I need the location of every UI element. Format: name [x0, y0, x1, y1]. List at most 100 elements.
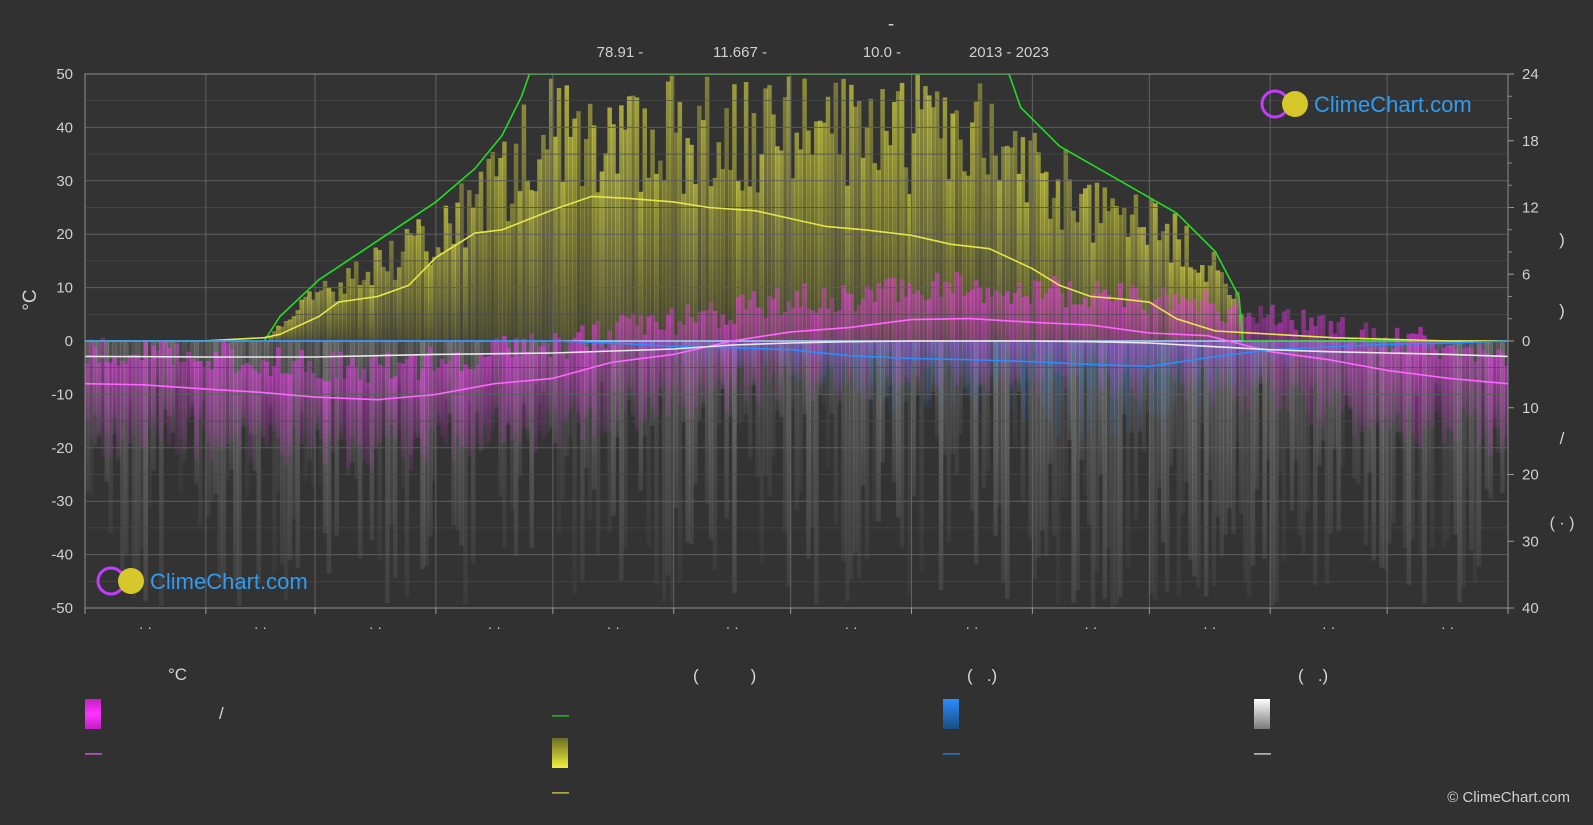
sunshine-bar — [303, 296, 308, 341]
snow-bar — [1161, 341, 1166, 543]
temp-range-bar — [837, 310, 842, 402]
temp-mean-line — [85, 317, 1508, 401]
temp-range-bar — [498, 341, 503, 444]
snow-bar — [1328, 341, 1334, 534]
temp-range-bar — [342, 378, 347, 441]
snow-bar — [295, 341, 301, 569]
temp-range-bar — [1211, 303, 1217, 406]
sunshine-bar — [1032, 132, 1037, 341]
sunshine-bar — [993, 155, 998, 341]
sunshine-bar — [490, 151, 495, 341]
temp-range-bar — [194, 361, 199, 460]
snow-bar — [1040, 341, 1045, 531]
temp-range-bar — [315, 378, 320, 424]
sunshine-bar — [607, 107, 612, 342]
temp-range-bar — [962, 295, 967, 359]
sunshine-bar — [798, 149, 803, 341]
temp-range-bar — [334, 377, 340, 441]
temp-range-bar — [1313, 326, 1318, 385]
temp-range-bar — [1184, 299, 1189, 402]
temp-range-bar — [201, 366, 207, 431]
sunshine-bar — [868, 98, 874, 341]
snow-bar — [810, 341, 815, 528]
temp-range-bar — [178, 362, 184, 438]
temp-range-bar — [1075, 304, 1080, 375]
temp-range-bar — [1316, 315, 1322, 422]
temp-range-bar — [248, 365, 254, 462]
temp-range-bar — [903, 296, 909, 379]
snow-bar — [782, 341, 788, 533]
temp-range-bar — [864, 286, 870, 400]
temp-range-bar — [747, 299, 753, 387]
rain-bar — [1055, 341, 1061, 437]
snow-bar — [1476, 341, 1482, 567]
legend-col1-title: °C — [168, 665, 188, 684]
rain-bar — [1445, 341, 1451, 349]
sunshine-bar — [743, 82, 749, 342]
sunshine-bar — [1036, 152, 1041, 341]
temp-range-bar — [104, 361, 109, 431]
temp-range-bar — [1024, 296, 1030, 369]
sunshine-bar — [361, 280, 367, 341]
copyright: © ClimeChart.com — [1447, 789, 1570, 806]
rain-bar — [1071, 341, 1076, 378]
snow-bar — [392, 341, 398, 579]
snow-bar — [283, 341, 289, 600]
temp-range-bar — [470, 368, 476, 450]
snow-bar — [654, 341, 659, 584]
sunshine-bar — [1024, 202, 1030, 341]
sunshine-bar — [1005, 145, 1010, 341]
snow-bar — [736, 341, 741, 426]
snow-bar — [256, 341, 262, 584]
snow-bar — [1168, 341, 1174, 466]
temp-range-bar — [264, 361, 269, 446]
snow-bar — [135, 341, 141, 572]
sunshine-bar — [806, 130, 811, 341]
snow-bar — [778, 341, 784, 418]
month-label: · · — [965, 619, 978, 635]
temp-range-bar — [346, 365, 351, 468]
snow-bar — [899, 341, 905, 548]
temp-range-bar — [1500, 352, 1505, 452]
sunshine-bar — [517, 191, 523, 341]
sunshine-bar — [658, 160, 663, 341]
temp-range-bar — [981, 303, 987, 383]
temp-range-bar — [174, 344, 180, 455]
temp-range-bar — [139, 360, 145, 449]
sunshine-bar — [1149, 198, 1154, 341]
snow-bar — [221, 341, 226, 589]
sunshine-bar — [689, 144, 694, 341]
sunshine-bar — [545, 149, 550, 341]
rain-bar — [1164, 341, 1170, 414]
temp-range-bar — [884, 279, 889, 378]
meta-years: 2013 - 2023 — [969, 44, 1049, 61]
temp-range-bar — [619, 314, 624, 393]
sunshine-bar — [1051, 197, 1057, 341]
temp-range-bar — [1457, 357, 1462, 427]
temp-range-bar — [915, 290, 920, 378]
temp-range-bar — [1383, 337, 1388, 417]
temp-range-bar — [876, 283, 881, 368]
temp-range-bar — [1083, 297, 1088, 368]
temp-range-bar — [467, 368, 472, 457]
snow-bar — [665, 341, 671, 576]
sunshine-bar — [775, 146, 780, 341]
temp-range-bar — [537, 346, 542, 430]
temp-range-bar — [693, 322, 698, 408]
temp-range-bar — [252, 370, 258, 436]
snow-bar — [712, 341, 718, 570]
right-top-tick-label: 24 — [1522, 66, 1539, 83]
sunshine-bar — [435, 247, 441, 341]
rain-bar — [1047, 341, 1053, 424]
snow-bar — [747, 341, 753, 460]
temp-range-bar — [311, 372, 316, 449]
temp-range-bar — [1122, 307, 1127, 373]
sunshine-bar — [950, 113, 955, 341]
temp-range-bar — [810, 310, 815, 402]
temp-range-bar — [451, 352, 456, 461]
snow-bar — [997, 341, 1002, 506]
temp-range-bar — [821, 288, 827, 377]
temp-range-bar — [568, 341, 573, 410]
temp-range-bar — [1114, 299, 1119, 399]
temp-range-bar — [420, 368, 425, 457]
